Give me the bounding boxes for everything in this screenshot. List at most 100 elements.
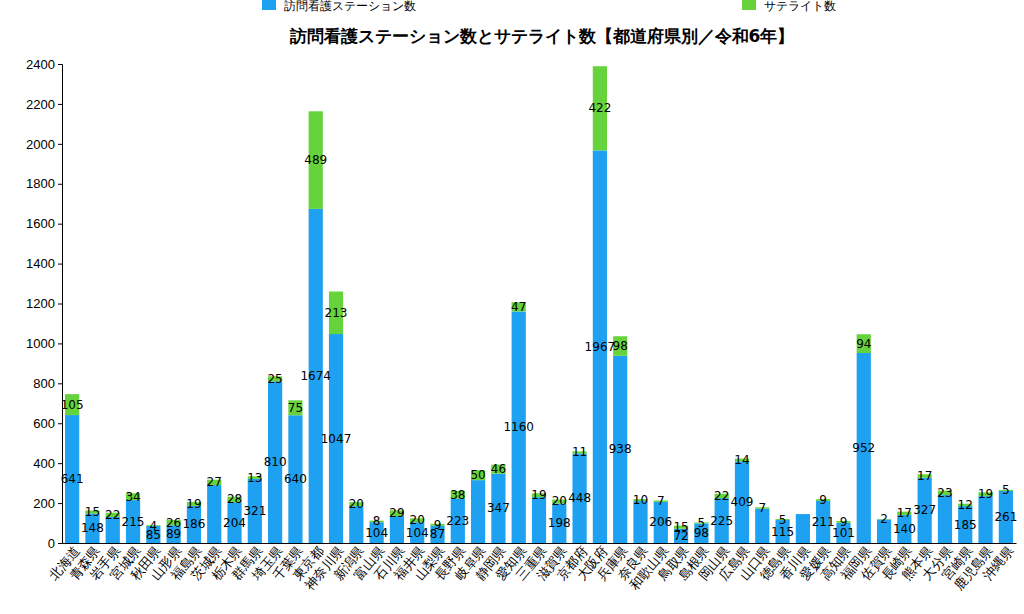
data-label: 98 — [613, 339, 628, 353]
y-tick-mark — [58, 264, 62, 265]
x-tick: 沖縄県 — [980, 543, 1017, 583]
y-tick-label: 1400 — [26, 256, 55, 271]
data-label: 10 — [633, 493, 648, 507]
y-tick-label: 600 — [33, 416, 55, 431]
bar — [857, 334, 871, 353]
data-label: 38 — [450, 488, 465, 502]
y-tick: 2400 — [26, 57, 62, 72]
data-label: 22 — [714, 489, 729, 503]
bar — [288, 400, 302, 415]
data-label: 409 — [731, 495, 754, 509]
data-label: 223 — [446, 514, 469, 528]
title: 訪問看護ステーション数とサテライト数【都道府県別／令和6年】 — [289, 26, 795, 46]
y-tick: 200 — [33, 496, 62, 511]
y-axis: 0200400600800100012001400160018002000220… — [26, 57, 62, 551]
data-label: 94 — [856, 337, 871, 351]
bar — [532, 497, 546, 543]
bar — [938, 495, 952, 543]
data-label: 20 — [552, 494, 567, 508]
y-tick-mark — [58, 543, 62, 544]
data-label: 34 — [125, 490, 140, 504]
data-label: 104 — [406, 526, 429, 540]
y-tick: 400 — [33, 456, 62, 471]
data-label: 17 — [897, 506, 912, 520]
data-label: 13 — [247, 471, 262, 485]
data-label: 1674 — [300, 369, 331, 383]
y-tick-mark — [58, 304, 62, 305]
y-tick-mark — [58, 423, 62, 424]
bar — [207, 485, 221, 543]
data-label: 225 — [710, 514, 733, 528]
y-tick-mark — [58, 64, 62, 65]
data-label: 9 — [434, 518, 442, 532]
y-tick-label: 1800 — [26, 176, 55, 191]
x-axis: 北海道青森県岩手県宮城県秋田県山形県福島県茨城県栃木県群馬県埼玉県千葉県東京都神… — [46, 543, 1016, 592]
y-tick-label: 200 — [33, 496, 55, 511]
bar — [471, 480, 485, 543]
data-label: 186 — [182, 517, 205, 531]
data-label: 952 — [852, 441, 875, 455]
data-label: 215 — [122, 515, 145, 529]
legend: 訪問看護ステーション数サテライト数 — [262, 0, 836, 13]
data-label: 12 — [958, 498, 973, 512]
y-tick-label: 0 — [48, 536, 55, 551]
plot: 0200400600800100012001400160018002000220… — [26, 57, 1017, 593]
data-label: 46 — [491, 462, 506, 476]
y-tick-mark — [58, 224, 62, 225]
y-tick-label: 2000 — [26, 136, 55, 151]
data-label: 347 — [487, 501, 510, 515]
data-label: 185 — [954, 518, 977, 532]
y-tick-mark — [58, 144, 62, 145]
y-tick-label: 1600 — [26, 216, 55, 231]
data-labels: 6411482158589186204321810640167410471041… — [61, 101, 1018, 543]
y-tick-label: 2400 — [26, 57, 55, 72]
data-label: 19 — [531, 488, 546, 502]
data-label: 5 — [1002, 483, 1010, 497]
data-label: 1160 — [503, 420, 534, 434]
data-label: 938 — [609, 442, 632, 456]
data-label: 4 — [150, 519, 158, 533]
y-tick: 1000 — [26, 336, 62, 351]
data-label: 27 — [207, 475, 222, 489]
data-label: 641 — [61, 472, 84, 486]
y-tick-label: 2200 — [26, 97, 55, 112]
data-label: 261 — [994, 510, 1017, 524]
data-label: 5 — [779, 513, 787, 527]
data-label: 19 — [978, 487, 993, 501]
y-tick: 600 — [33, 416, 62, 431]
data-label: 422 — [588, 101, 611, 115]
data-label: 22 — [105, 508, 120, 522]
data-label: 448 — [568, 491, 591, 505]
y-tick-label: 1000 — [26, 336, 55, 351]
data-label: 2 — [880, 512, 888, 526]
data-label: 640 — [284, 472, 307, 486]
bar — [613, 336, 627, 356]
data-label: 29 — [389, 506, 404, 520]
data-label: 213 — [325, 306, 348, 320]
data-label: 115 — [771, 525, 794, 539]
y-tick: 800 — [33, 376, 62, 391]
data-label: 50 — [470, 468, 485, 482]
y-tick: 1600 — [26, 216, 62, 231]
data-label: 15 — [85, 505, 100, 519]
data-label: 14 — [734, 453, 749, 467]
data-label: 20 — [410, 513, 425, 527]
data-label: 15 — [673, 520, 688, 534]
data-label: 7 — [758, 501, 766, 515]
y-tick: 1800 — [26, 176, 62, 191]
bar — [978, 496, 992, 543]
data-label: 1047 — [321, 432, 352, 446]
data-label: 26 — [166, 516, 181, 530]
data-label: 25 — [267, 372, 282, 386]
data-label: 47 — [511, 300, 526, 314]
data-label: 11 — [572, 445, 587, 459]
data-label: 198 — [548, 516, 571, 530]
bar — [796, 514, 810, 543]
data-label: 321 — [243, 504, 266, 518]
x-axis-line — [63, 543, 1017, 544]
y-tick-mark — [58, 383, 62, 384]
y-tick-label: 800 — [33, 376, 55, 391]
data-label: 148 — [81, 521, 104, 535]
y-tick: 0 — [48, 536, 62, 551]
data-label: 489 — [304, 153, 327, 167]
